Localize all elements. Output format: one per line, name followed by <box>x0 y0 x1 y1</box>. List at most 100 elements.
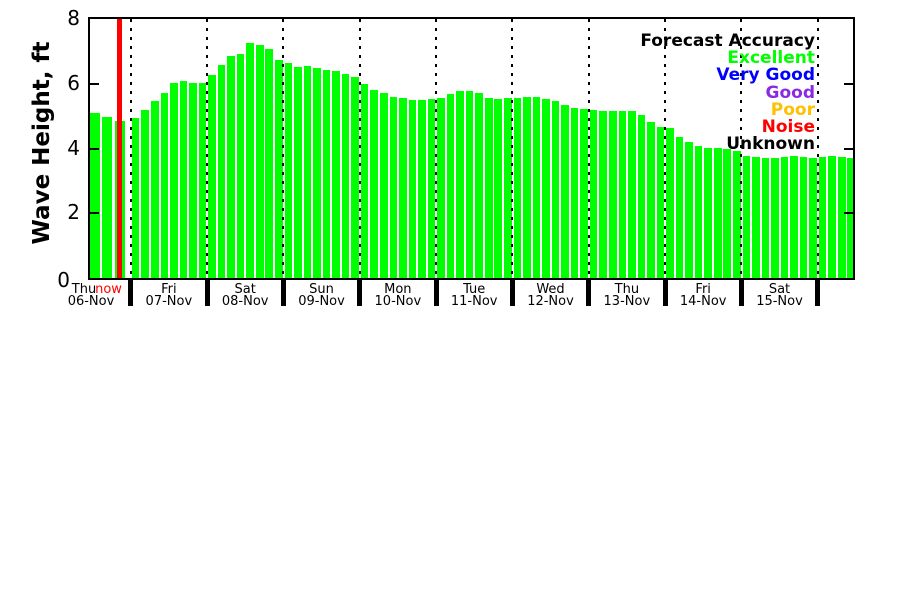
plot-area-border <box>88 17 855 280</box>
legend-entry-unknown: Unknown <box>726 134 815 155</box>
day-separator-line <box>511 19 514 278</box>
y-tick-label: 8 <box>67 6 80 30</box>
bar <box>599 110 607 278</box>
bar <box>198 82 207 278</box>
now-line <box>117 19 122 278</box>
bar <box>141 109 150 278</box>
x-weekday-label: Thu <box>71 282 97 297</box>
bar <box>847 158 853 278</box>
bar <box>761 157 770 278</box>
bar <box>179 81 188 278</box>
day-separator-line <box>129 19 132 278</box>
day-separator-line <box>664 19 666 278</box>
bar <box>322 69 331 278</box>
bar <box>589 109 598 278</box>
legend-entry-good: Good <box>765 82 815 103</box>
bar <box>360 83 369 278</box>
bar <box>666 128 674 278</box>
x-date-label: 15-Nov <box>756 293 803 309</box>
bar <box>379 93 388 278</box>
day-tick <box>204 280 210 306</box>
bar <box>465 90 474 278</box>
bar <box>742 156 751 278</box>
day-separator-line <box>282 19 285 278</box>
x-date-label: 09-Nov <box>298 293 345 309</box>
legend-entry-poor: Poor <box>770 99 815 120</box>
bar <box>818 157 827 278</box>
y-tick-label: 0 <box>57 268 70 292</box>
bar <box>160 93 169 278</box>
bar <box>131 117 140 278</box>
legend-entry-noise: Noise <box>761 117 815 138</box>
x-date-label: 07-Nov <box>145 293 193 309</box>
day-separator-line <box>587 19 590 278</box>
bar <box>275 60 283 278</box>
day-tick <box>357 280 363 306</box>
bar <box>647 121 655 278</box>
bar <box>523 96 531 278</box>
bar <box>704 148 712 278</box>
bar <box>570 107 579 278</box>
bar <box>427 99 436 278</box>
bar <box>189 83 197 278</box>
bar <box>418 99 426 278</box>
bar <box>713 148 722 278</box>
bar <box>284 63 293 278</box>
x-weekday-label: Sat <box>234 282 256 297</box>
bar <box>208 74 216 278</box>
x-weekday-label: Fri <box>695 282 711 297</box>
day-tick <box>509 280 515 306</box>
x-weekday-label: Mon <box>384 282 412 297</box>
day-separator-line <box>816 19 819 278</box>
legend: Forecast Accuracy Excellent Very Good Good… <box>640 31 815 155</box>
bar <box>389 96 398 278</box>
legend-title: Forecast Accuracy <box>640 31 815 51</box>
bar <box>656 127 665 278</box>
day-tick <box>128 280 134 306</box>
x-weekday-label: Thu <box>614 282 640 297</box>
bar <box>494 98 503 278</box>
day-tick <box>433 280 439 306</box>
bar <box>732 150 741 278</box>
bar <box>370 89 379 278</box>
y-tick-mark <box>844 212 853 215</box>
bar <box>837 157 846 278</box>
bar <box>618 111 627 278</box>
bar <box>90 112 100 278</box>
day-tick <box>815 280 821 306</box>
bar <box>752 156 760 278</box>
bar <box>475 93 483 278</box>
bar <box>637 115 646 278</box>
y-tick-mark <box>90 82 99 85</box>
bar <box>351 76 359 278</box>
bar <box>332 71 340 278</box>
legend-entry-very-good: Very Good <box>716 65 815 86</box>
bar <box>399 97 407 278</box>
bar <box>294 66 302 278</box>
bar <box>456 91 464 278</box>
x-weekday-label: Wed <box>536 282 565 297</box>
bar <box>542 98 550 278</box>
bar <box>799 156 808 278</box>
bar <box>809 157 817 278</box>
y-tick-mark <box>90 212 99 215</box>
x-date-label: 08-Nov <box>221 293 269 309</box>
x-weekday-label: Fri <box>161 282 177 297</box>
now-label: now <box>95 282 122 297</box>
bar <box>246 42 254 278</box>
bar <box>780 156 789 278</box>
y-tick-label: 2 <box>67 200 80 225</box>
day-tick <box>586 280 592 306</box>
bar <box>341 74 350 278</box>
bar <box>504 98 512 278</box>
x-date-label: 14-Nov <box>679 293 727 309</box>
bar <box>408 99 417 278</box>
x-date-label: 10-Nov <box>374 293 422 309</box>
bar <box>608 110 617 278</box>
bar <box>303 65 312 278</box>
y-tick-label: 4 <box>67 135 80 160</box>
x-date-label: 06-Nov <box>67 293 115 309</box>
bar <box>628 110 636 278</box>
bar <box>170 83 178 278</box>
